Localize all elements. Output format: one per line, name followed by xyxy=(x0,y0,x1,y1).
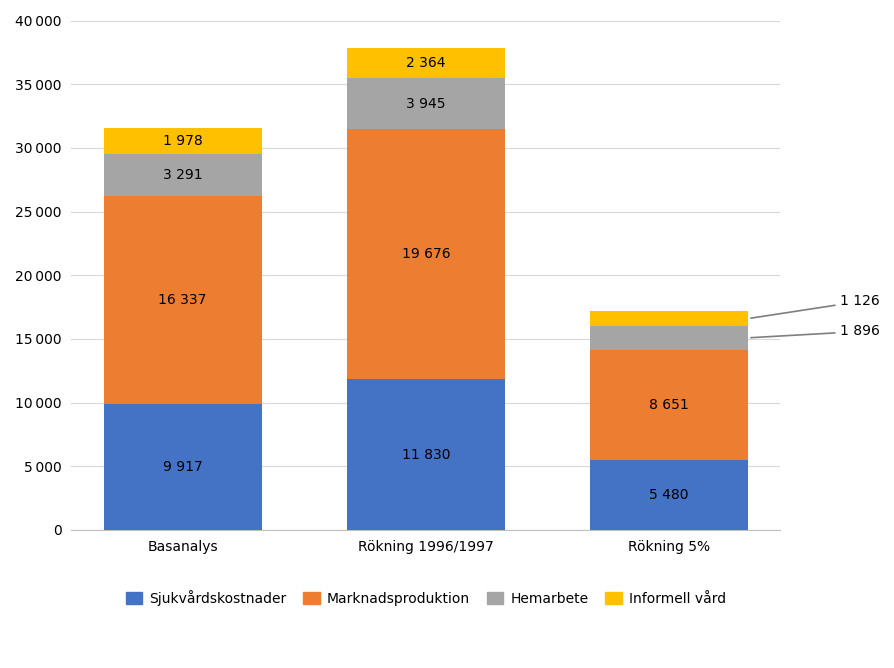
Legend: Sjukvårdskostnader, Marknadsproduktion, Hemarbete, Informell vård: Sjukvårdskostnader, Marknadsproduktion, … xyxy=(119,582,733,613)
Bar xyxy=(590,311,748,326)
Text: 9 917: 9 917 xyxy=(163,460,202,474)
Text: 3 291: 3 291 xyxy=(163,168,202,182)
Text: 8 651: 8 651 xyxy=(649,398,689,412)
Bar xyxy=(347,129,505,379)
Bar xyxy=(347,48,505,78)
Bar xyxy=(347,379,505,530)
Text: 16 337: 16 337 xyxy=(158,293,207,307)
Bar xyxy=(347,78,505,129)
Text: 2 364: 2 364 xyxy=(406,56,445,70)
Bar xyxy=(104,154,262,196)
Text: 1 978: 1 978 xyxy=(163,134,202,148)
Bar xyxy=(590,460,748,530)
Text: 1 896: 1 896 xyxy=(751,325,881,339)
Text: 11 830: 11 830 xyxy=(401,448,450,462)
Text: 1 126: 1 126 xyxy=(751,295,881,318)
Bar xyxy=(590,350,748,460)
Text: 5 480: 5 480 xyxy=(649,488,688,502)
Text: 19 676: 19 676 xyxy=(401,247,451,261)
Bar xyxy=(104,403,262,530)
Bar xyxy=(590,326,748,350)
Text: 3 945: 3 945 xyxy=(406,97,445,110)
Bar xyxy=(104,196,262,403)
Bar xyxy=(104,128,262,154)
